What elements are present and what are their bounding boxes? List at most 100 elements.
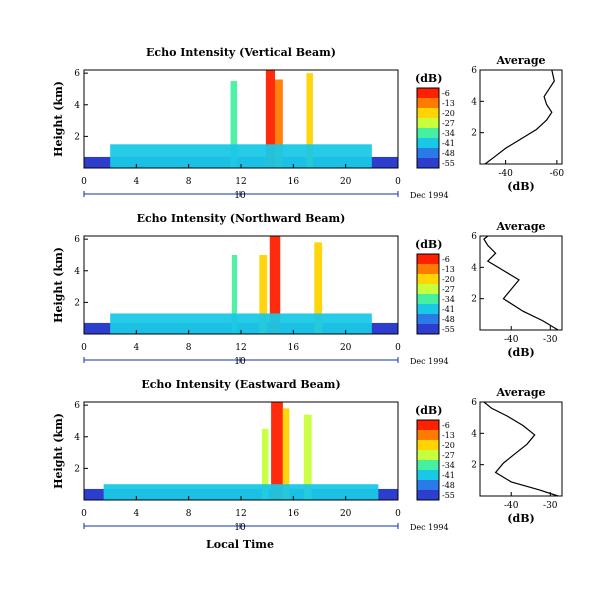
date-label: Dec 1994 xyxy=(410,191,449,200)
x-tick-label: 12 xyxy=(235,177,246,187)
x-tick-label: 0 xyxy=(395,509,401,519)
colorbar-segment xyxy=(417,480,439,490)
date-tick-label: 10 xyxy=(234,357,246,367)
average-y-tick-label: 6 xyxy=(471,398,477,408)
y-tick-label: 4 xyxy=(74,433,80,443)
y-tick-label: 6 xyxy=(74,69,80,79)
x-tick-label: 0 xyxy=(395,177,401,187)
average-profile-line xyxy=(483,401,559,497)
echo-band xyxy=(230,81,238,168)
colorbar-unit: (dB) xyxy=(415,72,442,85)
average-y-tick-label: 4 xyxy=(471,429,477,439)
average-title: Average xyxy=(495,386,545,399)
average-y-tick-label: 4 xyxy=(471,263,477,273)
colorbar-level-label: -55 xyxy=(442,325,455,334)
x-tick-label: 16 xyxy=(288,343,300,353)
colorbar-segment xyxy=(417,88,439,98)
y-axis-label: Height (km) xyxy=(52,81,65,157)
y-tick-label: 6 xyxy=(74,235,80,245)
colorbar-level-label: -13 xyxy=(442,99,455,108)
y-tick-label: 4 xyxy=(74,101,80,111)
colorbar-level-label: -48 xyxy=(442,481,455,490)
panel-title: Echo Intensity (Eastward Beam) xyxy=(141,378,340,391)
colorbar-segment xyxy=(417,138,439,148)
colorbar-segment xyxy=(417,304,439,314)
colorbar-level-label: -34 xyxy=(442,129,455,138)
colorbar-unit: (dB) xyxy=(415,404,442,417)
colorbar-level-label: -41 xyxy=(442,471,455,480)
x-tick-label: 0 xyxy=(395,343,401,353)
x-tick-label: 8 xyxy=(186,509,192,519)
average-x-tick-label: -40 xyxy=(504,335,519,345)
colorbar-segment xyxy=(417,158,439,168)
panel-title: Echo Intensity (Northward Beam) xyxy=(137,212,346,225)
colorbar-level-label: -13 xyxy=(442,265,455,274)
y-tick-label: 2 xyxy=(74,298,80,308)
colorbar-segment xyxy=(417,274,439,284)
colorbar-level-label: -13 xyxy=(442,431,455,440)
y-axis-label: Height (km) xyxy=(52,413,65,489)
colorbar-level-label: -20 xyxy=(442,275,455,284)
average-title: Average xyxy=(495,54,545,67)
colorbar-segment xyxy=(417,324,439,334)
echo-band xyxy=(110,313,372,334)
panel-title: Echo Intensity (Vertical Beam) xyxy=(146,46,336,59)
colorbar-level-label: -48 xyxy=(442,149,455,158)
x-tick-label: 8 xyxy=(186,343,192,353)
x-tick-label: 16 xyxy=(288,509,300,519)
echo-band xyxy=(259,254,268,334)
average-profile-line xyxy=(483,235,559,331)
x-tick-label: 8 xyxy=(186,177,192,187)
colorbar-level-label: -27 xyxy=(442,119,455,128)
x-tick-label: 20 xyxy=(340,177,352,187)
echo-band xyxy=(231,254,238,334)
colorbar-level-label: -48 xyxy=(442,315,455,324)
colorbar-segment xyxy=(417,284,439,294)
colorbar-frame xyxy=(416,87,440,169)
colorbar-level-label: -20 xyxy=(442,441,455,450)
colorbar-level-label: -34 xyxy=(442,295,455,304)
echo-band xyxy=(110,144,372,168)
x-tick-label: 20 xyxy=(340,509,352,519)
echo-band xyxy=(271,402,283,500)
average-x-axis-label: (dB) xyxy=(507,180,534,193)
echo-band xyxy=(269,236,281,334)
x-tick-label: 20 xyxy=(340,343,352,353)
average-x-tick-label: -40 xyxy=(498,169,513,179)
y-tick-label: 4 xyxy=(74,267,80,277)
average-title: Average xyxy=(495,220,545,233)
echo-band xyxy=(303,414,312,500)
x-tick-label: 4 xyxy=(133,343,139,353)
average-y-tick-label: 2 xyxy=(471,295,477,305)
colorbar-level-label: -41 xyxy=(442,305,455,314)
echo-band xyxy=(306,73,313,168)
echo-band xyxy=(275,79,283,168)
average-y-tick-label: 6 xyxy=(471,66,477,76)
average-frame xyxy=(479,401,563,497)
colorbar-segment xyxy=(417,264,439,274)
colorbar-level-label: -34 xyxy=(442,461,455,470)
y-axis-label: Height (km) xyxy=(52,247,65,323)
colorbar-segment xyxy=(417,470,439,480)
colorbar-segment xyxy=(417,118,439,128)
average-y-tick-label: 2 xyxy=(471,461,477,471)
average-x-tick-label: -30 xyxy=(543,335,558,345)
average-y-tick-label: 6 xyxy=(471,232,477,242)
y-tick-label: 6 xyxy=(74,401,80,411)
colorbar-segment xyxy=(417,254,439,264)
colorbar-segment xyxy=(417,108,439,118)
average-frame xyxy=(479,235,563,331)
average-y-tick-label: 2 xyxy=(471,129,477,139)
colorbar-segment xyxy=(417,314,439,324)
colorbar-segment xyxy=(417,430,439,440)
colorbar-level-label: -41 xyxy=(442,139,455,148)
colorbar-level-label: -6 xyxy=(442,89,450,98)
x-tick-label: 16 xyxy=(288,177,300,187)
x-tick-label: 4 xyxy=(133,177,139,187)
average-y-tick-label: 4 xyxy=(471,97,477,107)
average-x-tick-label: -30 xyxy=(543,501,558,511)
echo-band xyxy=(103,484,379,500)
average-x-tick-label: -60 xyxy=(550,169,565,179)
colorbar-segment xyxy=(417,460,439,470)
